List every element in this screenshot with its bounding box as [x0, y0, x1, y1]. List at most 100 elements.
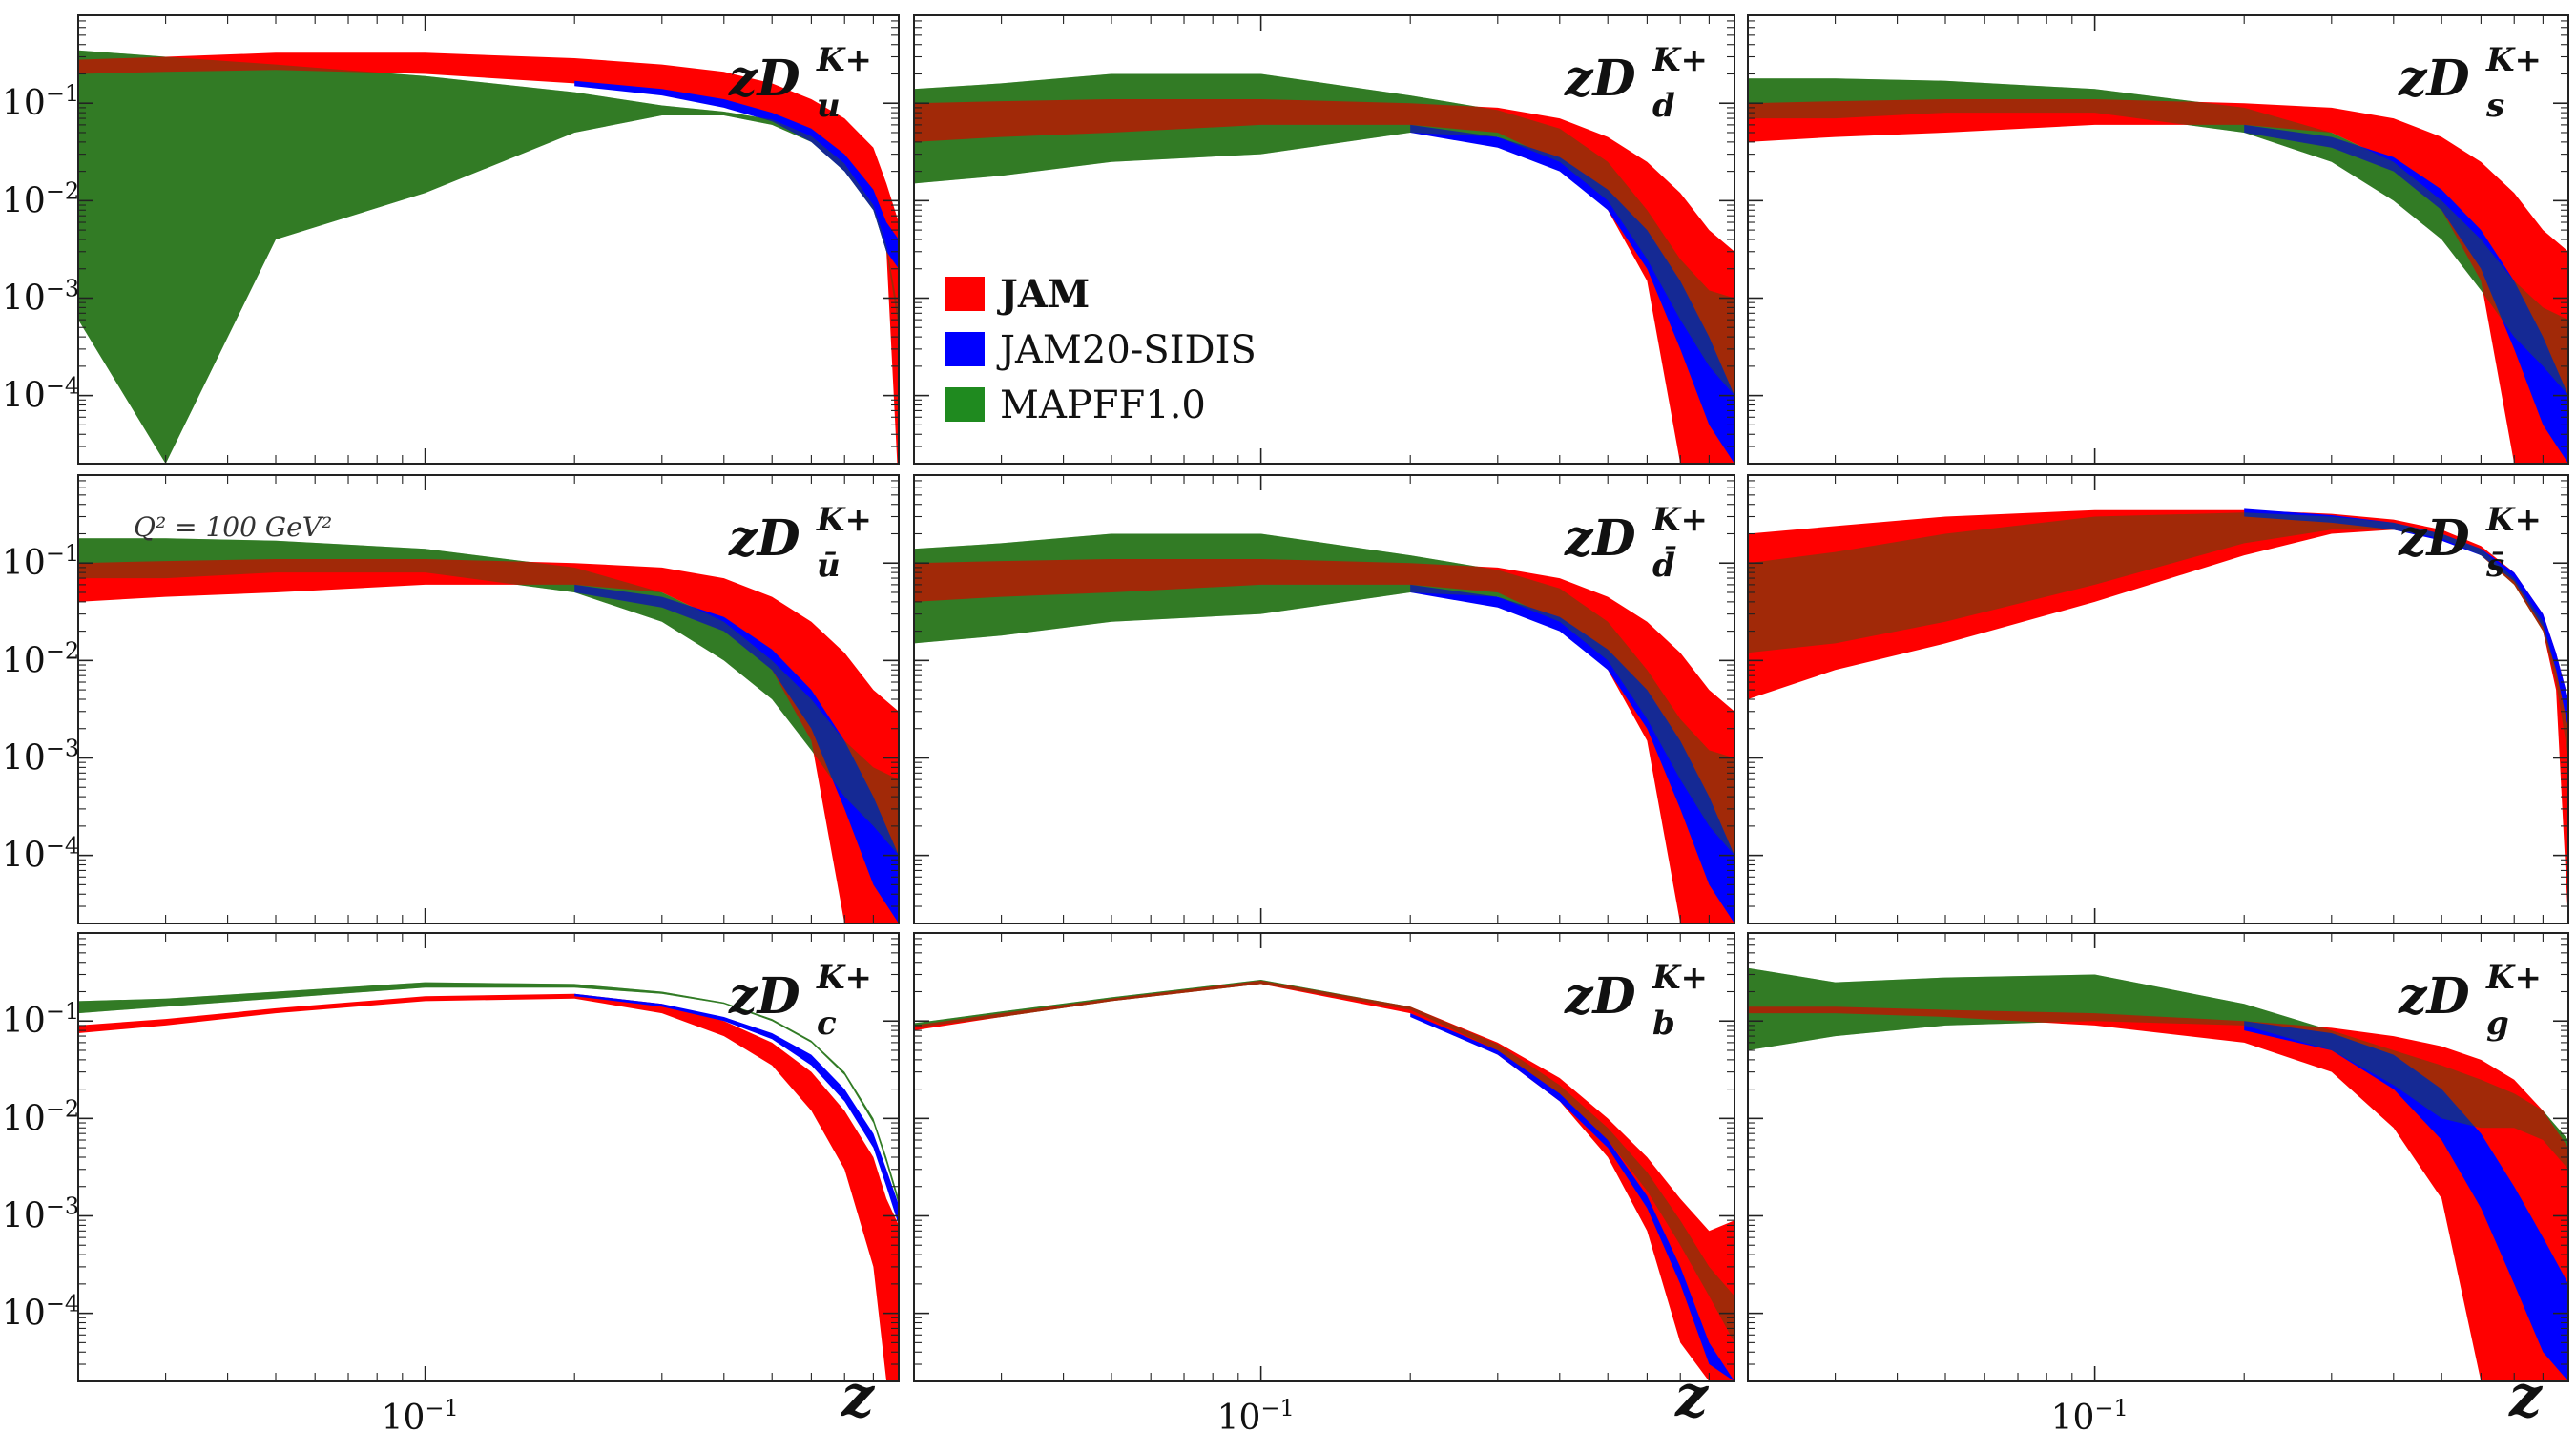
panel-title-sup: K+: [1652, 959, 1708, 997]
panel-dbar: zD d̄ K+: [913, 474, 1735, 924]
panel-title-sup: K+: [2485, 501, 2542, 539]
x-tick-label: 10−1: [2051, 1395, 2129, 1431]
panel-ubar: 10−1 10−2 10−3 10−4 zD ū K+: [2, 474, 900, 924]
panel-title-sup: K+: [816, 501, 872, 539]
legend-label-jam: JAM: [997, 272, 1090, 317]
panel-title-sub: g: [2486, 1005, 2509, 1043]
band-jam20-sidis: [2244, 124, 2568, 464]
panel-c: 10−1 10−2 10−3 10−4 10−1 zD c K+: [2, 932, 900, 1431]
q2-annotation: Q² = 100 GeV²: [134, 511, 332, 543]
band-jam20-sidis: [1410, 124, 1735, 464]
x-axis-label: z: [1674, 1363, 1710, 1430]
bands: [78, 50, 899, 464]
band-mapff1-0: [914, 73, 1735, 396]
panel-sbar: zD s̄ K+: [1747, 474, 2569, 924]
panel-grid: 10−110−210−310−4zD uK+ zD dK+ zD sK+10−110−21…: [2, 14, 2569, 1431]
legend-swatch-mapff: [945, 387, 985, 422]
band-mapff1-0: [78, 982, 899, 1205]
panel-title-sup: K+: [2485, 41, 2542, 79]
panel-title-sup: K+: [2485, 959, 2542, 997]
y-tick-label: 10−4: [2, 373, 79, 416]
band-jam20-sidis: [2244, 1021, 2568, 1381]
band-mapff-overlap: [914, 533, 1735, 856]
panel-title-sub: d: [1652, 87, 1675, 125]
band-mapff-overlap: [78, 538, 899, 856]
panel-title-sub: s̄: [2485, 547, 2504, 585]
band-jam20-sidis: [574, 584, 899, 923]
band-mapff-overlap: [914, 73, 1735, 396]
band-jam: [914, 559, 1735, 923]
legend-label-mapff: MAPFF1.0: [1000, 384, 1206, 427]
bands: [1748, 78, 2568, 464]
bands: [78, 538, 899, 923]
y-tick-label: 10−1: [2, 80, 79, 123]
panel-title: zD: [2398, 509, 2470, 568]
band-jam: [78, 559, 899, 923]
panel-title-sup: K+: [1652, 501, 1708, 539]
x-axis-label-col1: z: [841, 1363, 876, 1430]
x-tick-label: 10−1: [382, 1395, 459, 1431]
band-jam20-sidis: [1410, 584, 1735, 923]
x-tick-label: 10−1: [1217, 1395, 1295, 1431]
panel-title: zD: [1564, 509, 1636, 568]
panel-title: zD: [2398, 967, 2470, 1026]
panel-b: 10−1 zD b K+: [913, 932, 1735, 1431]
band-mapff-overlap: [78, 982, 899, 1205]
x-axis-label: z: [841, 1363, 876, 1430]
bands: [1748, 508, 2568, 923]
band-mapff1-0: [914, 533, 1735, 856]
y-tick-label: 10−4: [2, 833, 79, 876]
panel-title-sup: K+: [1652, 41, 1708, 79]
panel-title-sup: K+: [816, 959, 872, 997]
band-mapff-overlap: [1748, 512, 2568, 758]
legend: JAM JAM20-SIDIS MAPFF1.0: [945, 272, 1257, 427]
panel-title: zD: [1564, 50, 1636, 108]
band-jam: [78, 993, 899, 1381]
bands: [1748, 967, 2568, 1381]
panel-title: zD: [728, 509, 800, 568]
panel-title-sub: d̄: [1652, 546, 1676, 585]
y-tick-label: 10−3: [2, 735, 79, 778]
band-mapff-overlap: [1748, 967, 2568, 1170]
legend-swatch-jam20-sidis: [945, 332, 985, 366]
x-axis-label-col3: z: [2508, 1363, 2544, 1430]
y-tick-label: 10−2: [2, 1095, 79, 1138]
band-jam: [914, 99, 1735, 464]
panel-title-sub: ū: [817, 547, 841, 585]
bands: [914, 73, 1735, 464]
y-tick-label: 10−2: [2, 177, 79, 220]
y-tick-label: 10−4: [2, 1291, 79, 1334]
panel-title-sub: s: [2485, 87, 2504, 125]
band-jam: [1748, 509, 2568, 923]
y-tick-label: 10−3: [2, 1192, 79, 1235]
band-jam: [1748, 99, 2568, 464]
panel-title-sub: u: [817, 87, 841, 125]
panel-title: zD: [728, 50, 800, 108]
legend-label-jam20-sidis: JAM20-SIDIS: [996, 328, 1257, 372]
panel-d: zD d K+: [913, 14, 1735, 465]
legend-swatch-jam: [945, 277, 985, 311]
bands: [78, 982, 899, 1381]
band-mapff-overlap: [914, 980, 1735, 1343]
y-tick-label: 10−2: [2, 637, 79, 680]
panel-s: zD s K+: [1747, 14, 2569, 465]
band-mapff-overlap: [1748, 78, 2568, 396]
y-tick-label: 10−3: [2, 275, 79, 318]
x-axis-label-col2: z: [1674, 1363, 1710, 1430]
panel-title-sup: K+: [816, 41, 872, 79]
band-jam: [914, 980, 1735, 1381]
y-tick-label: 10−1: [2, 540, 79, 583]
panel-title-sub: b: [1652, 1005, 1675, 1043]
panel-title: zD: [1564, 967, 1636, 1026]
bands: [914, 980, 1735, 1381]
panel-u: 10−1 10−2 10−3 10−4 zD u K+: [2, 14, 900, 465]
band-mapff1-0: [1748, 967, 2568, 1170]
panel-title-sub: c: [817, 1005, 837, 1043]
band-jam: [1748, 1006, 2568, 1381]
band-jam20-sidis: [1410, 1013, 1735, 1381]
panel-title: zD: [2398, 50, 2470, 108]
y-tick-label: 10−1: [2, 998, 79, 1041]
band-mapff-overlap: [78, 50, 899, 464]
bands: [914, 533, 1735, 923]
